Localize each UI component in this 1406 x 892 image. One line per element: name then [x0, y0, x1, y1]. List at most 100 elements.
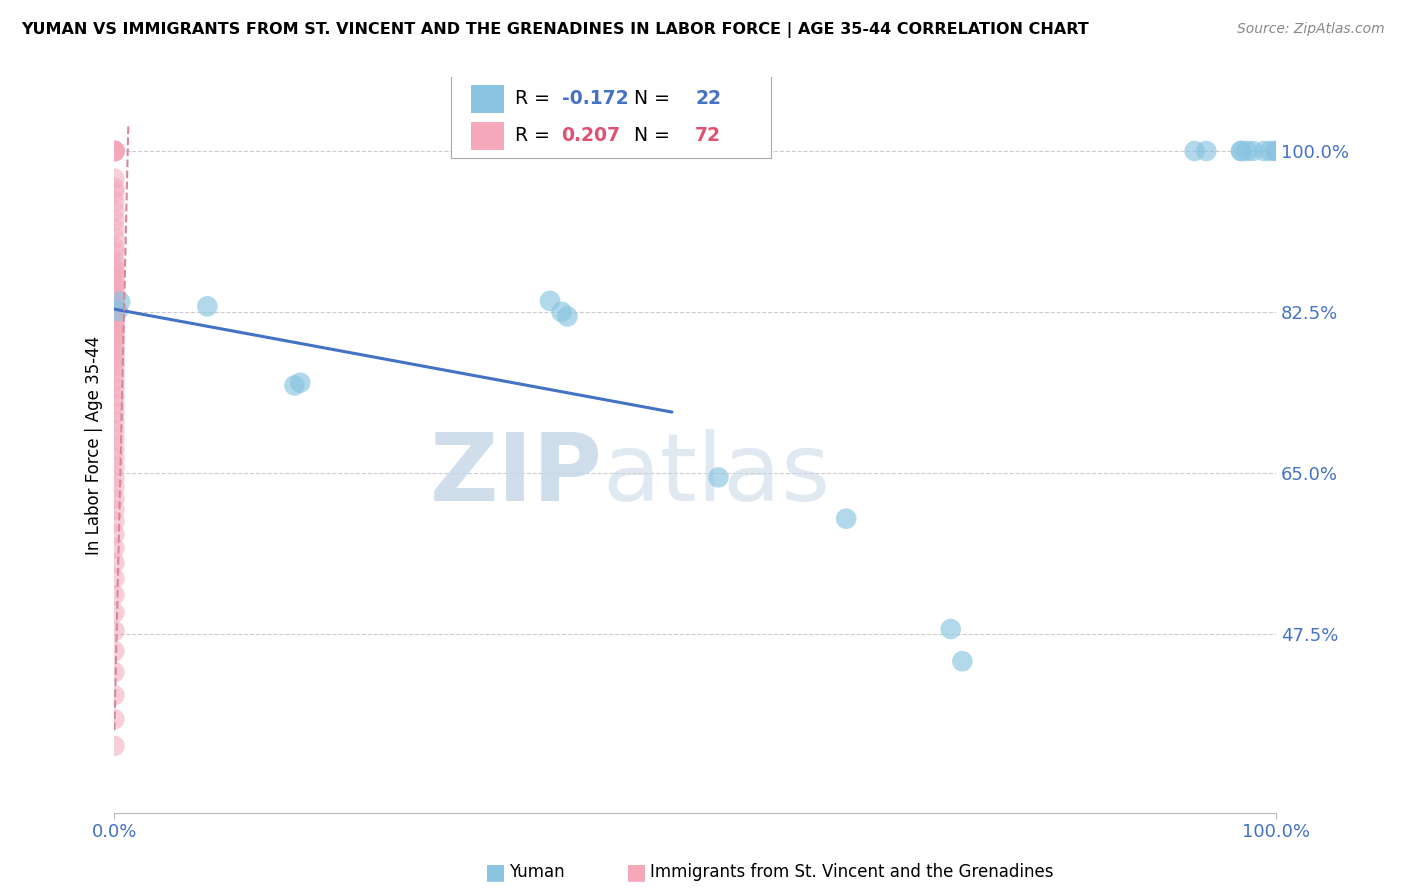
Point [103, 268, 125, 282]
Point [103, 302, 125, 317]
Point [103, 144, 125, 158]
Point [1184, 144, 1206, 158]
Point [103, 286, 125, 301]
Point [103, 480, 125, 494]
Point [538, 293, 561, 308]
Point [1230, 144, 1253, 158]
Point [103, 144, 125, 158]
Point [103, 389, 125, 403]
Text: atlas: atlas [602, 428, 831, 521]
Text: 0.207: 0.207 [561, 127, 620, 145]
Point [103, 337, 125, 351]
Point [103, 240, 125, 254]
Point [290, 376, 312, 390]
Point [103, 348, 125, 362]
Text: R =: R = [515, 89, 555, 108]
Point [103, 320, 125, 334]
Point [550, 305, 572, 319]
Point [103, 203, 125, 218]
Point [103, 572, 125, 586]
Point [103, 222, 125, 236]
Point [103, 343, 125, 357]
Point [1265, 144, 1288, 158]
Point [103, 306, 125, 320]
Point [939, 622, 962, 636]
Point [103, 374, 125, 388]
Point [103, 144, 125, 158]
Point [103, 606, 125, 620]
Point [103, 144, 125, 158]
Point [103, 644, 125, 658]
Point [707, 470, 730, 484]
Text: N =: N = [621, 127, 676, 145]
Point [103, 273, 125, 287]
Text: ■: ■ [626, 863, 647, 882]
Point [103, 688, 125, 702]
Y-axis label: In Labor Force | Age 35-44: In Labor Force | Age 35-44 [86, 335, 103, 555]
Point [1230, 144, 1253, 158]
Point [103, 180, 125, 194]
Point [103, 213, 125, 227]
FancyBboxPatch shape [451, 66, 770, 159]
Point [103, 491, 125, 506]
Point [103, 460, 125, 475]
Point [103, 442, 125, 456]
Point [103, 381, 125, 395]
Point [103, 712, 125, 726]
Point [103, 144, 125, 158]
Point [103, 263, 125, 277]
Point [103, 353, 125, 368]
Point [103, 588, 125, 602]
Point [1236, 144, 1258, 158]
Point [1265, 144, 1288, 158]
Point [103, 451, 125, 466]
Point [103, 231, 125, 245]
Text: Source: ZipAtlas.com: Source: ZipAtlas.com [1237, 22, 1385, 37]
Point [103, 398, 125, 412]
Point [103, 194, 125, 209]
Point [103, 424, 125, 438]
Point [103, 327, 125, 342]
Point [103, 186, 125, 200]
Point [103, 367, 125, 381]
FancyBboxPatch shape [471, 122, 503, 150]
Point [103, 515, 125, 529]
Point [103, 291, 125, 305]
Point [103, 245, 125, 260]
Point [195, 299, 218, 313]
Point [103, 298, 125, 312]
Point [1258, 144, 1281, 158]
Point [103, 406, 125, 420]
Text: N =: N = [621, 89, 676, 108]
Point [103, 313, 125, 327]
Point [103, 324, 125, 338]
Point [103, 414, 125, 428]
Text: 72: 72 [695, 127, 721, 145]
Point [557, 310, 579, 324]
Point [103, 739, 125, 753]
Point [103, 144, 125, 158]
Point [103, 254, 125, 268]
Point [103, 624, 125, 638]
Point [103, 144, 125, 158]
Point [103, 541, 125, 556]
Point [110, 294, 132, 309]
Text: 22: 22 [695, 89, 721, 108]
Point [103, 259, 125, 273]
Point [103, 282, 125, 296]
Point [283, 378, 305, 392]
Point [1195, 144, 1218, 158]
Point [103, 277, 125, 292]
Point [103, 470, 125, 484]
Point [103, 527, 125, 541]
Text: ■: ■ [485, 863, 506, 882]
Text: YUMAN VS IMMIGRANTS FROM ST. VINCENT AND THE GRENADINES IN LABOR FORCE | AGE 35-: YUMAN VS IMMIGRANTS FROM ST. VINCENT AND… [21, 22, 1088, 38]
Text: Immigrants from St. Vincent and the Grenadines: Immigrants from St. Vincent and the Gren… [650, 863, 1053, 881]
Point [950, 654, 973, 668]
Point [103, 502, 125, 516]
Point [103, 317, 125, 331]
Point [835, 512, 858, 526]
FancyBboxPatch shape [471, 85, 503, 112]
Point [103, 310, 125, 324]
Point [103, 556, 125, 570]
